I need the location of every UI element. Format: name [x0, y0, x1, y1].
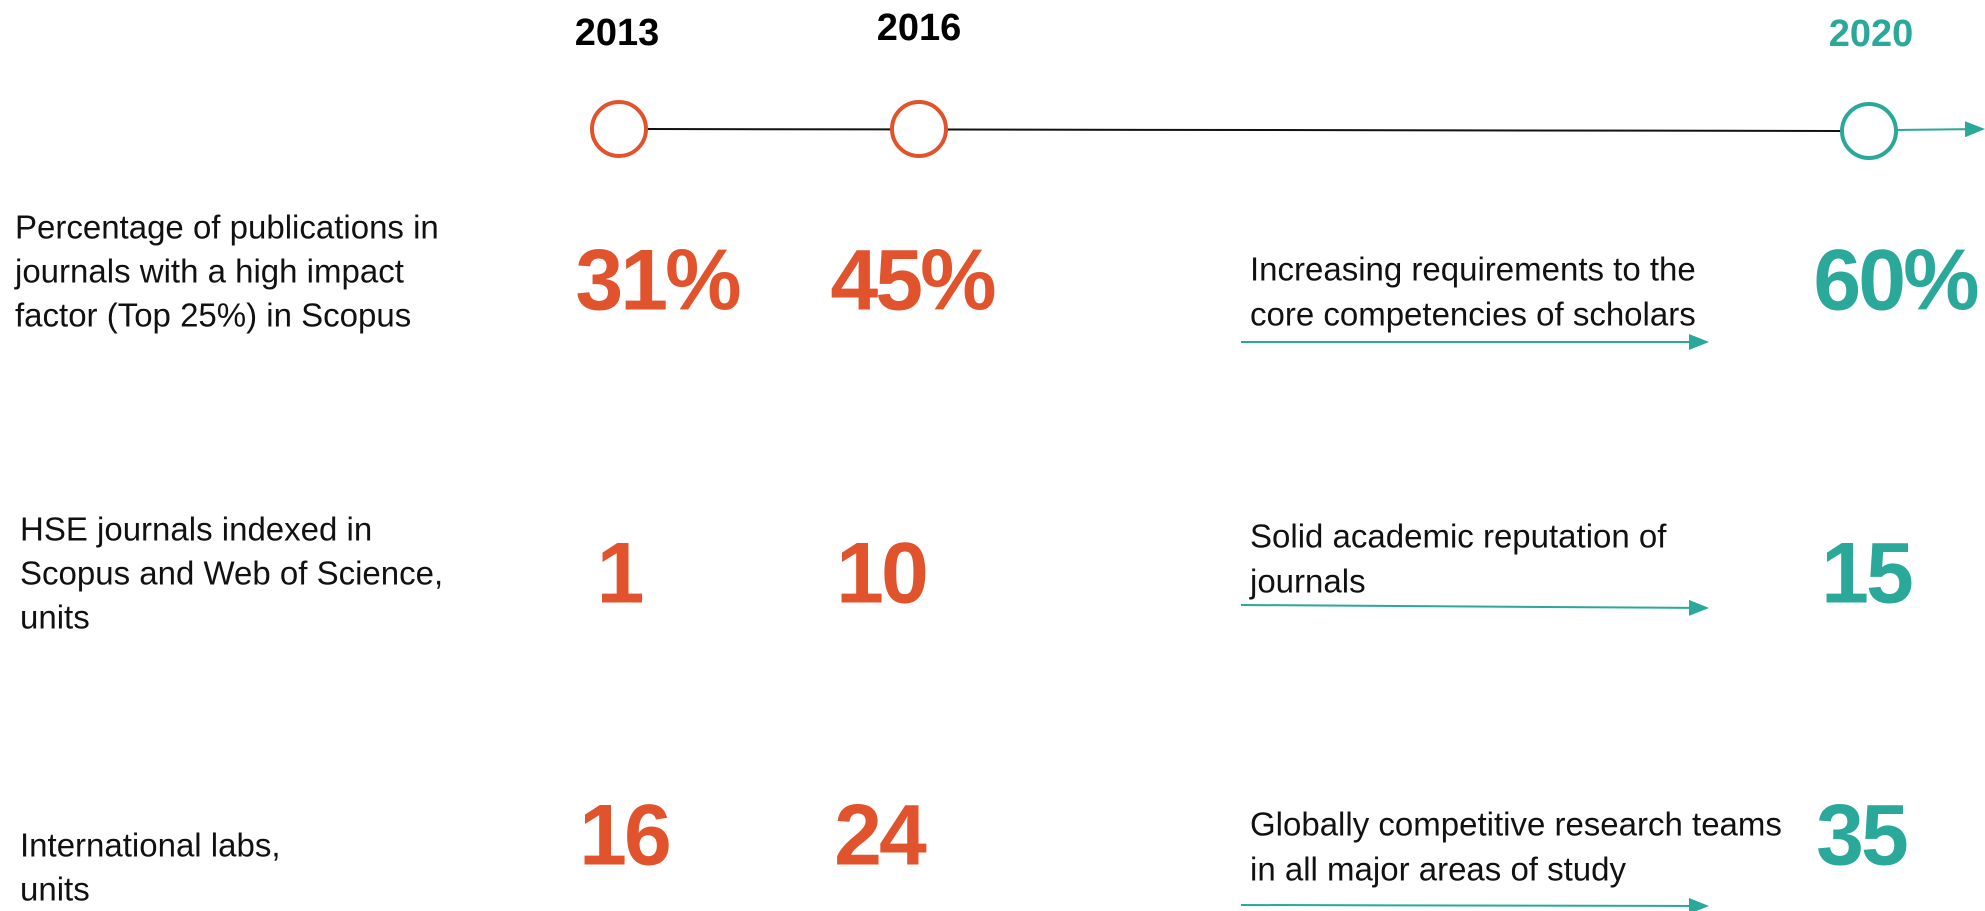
- target: 35: [1816, 788, 1907, 884]
- driver-arrow: [1240, 599, 1709, 616]
- year-marker: [590, 100, 648, 158]
- value: 45%: [830, 233, 995, 329]
- driver-text: core competencies of scholars: [1250, 296, 1696, 333]
- value: 31%: [575, 233, 740, 329]
- row-label: HSE journals indexed in: [20, 511, 372, 548]
- year-marker: [890, 100, 948, 158]
- value: 24: [834, 788, 927, 884]
- value: 1: [597, 526, 643, 622]
- target: 60%: [1813, 233, 1978, 329]
- timeline-arrow: [1896, 121, 1985, 138]
- row-label: units: [20, 871, 90, 908]
- timeline-line: [646, 128, 1842, 132]
- driver-text: Solid academic reputation of: [1250, 518, 1667, 555]
- driver-text: in all major areas of study: [1250, 851, 1627, 888]
- driver-arrow: [1240, 897, 1709, 911]
- year: 2020: [1829, 13, 1914, 55]
- driver-text: Increasing requirements to the: [1250, 251, 1696, 288]
- value: 16: [579, 788, 669, 884]
- row-label: units: [20, 599, 90, 636]
- row-label: factor (Top 25%) in Scopus: [15, 297, 411, 334]
- row-label: Percentage of publications in: [15, 209, 439, 246]
- row-label: journals with a high impact: [14, 253, 404, 290]
- driver-text: Globally competitive research teams: [1250, 806, 1782, 843]
- year: 2013: [575, 12, 660, 54]
- target: 15: [1821, 526, 1912, 622]
- year-marker: [1840, 102, 1898, 160]
- row-label: Scopus and Web of Science,: [20, 555, 443, 592]
- row-label: International labs,: [20, 827, 281, 864]
- driver-text: journals: [1249, 563, 1366, 600]
- year: 2016: [877, 7, 962, 49]
- value: 10: [836, 526, 926, 622]
